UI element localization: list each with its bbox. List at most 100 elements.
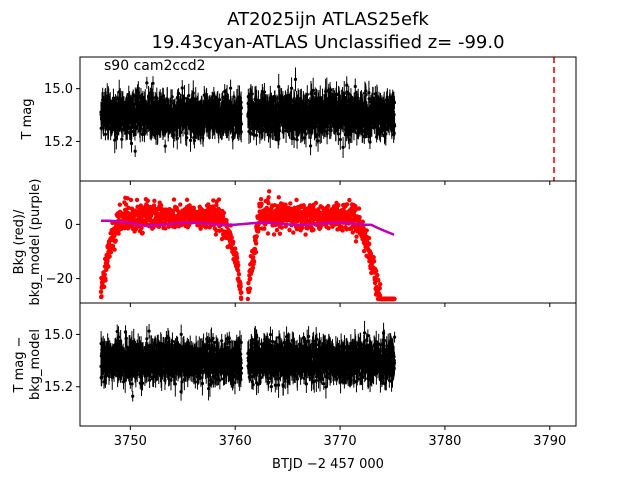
data-point — [185, 136, 189, 140]
data-point — [239, 106, 243, 110]
data-point — [139, 225, 144, 231]
data-point — [110, 243, 116, 248]
data-point — [229, 86, 233, 90]
data-point — [116, 231, 121, 236]
data-point — [155, 96, 159, 100]
data-point — [305, 92, 309, 97]
data-point — [384, 126, 388, 131]
data-point — [328, 88, 332, 92]
data-point — [392, 124, 397, 128]
data-point — [182, 96, 187, 100]
data-point — [239, 122, 244, 126]
data-point — [102, 272, 107, 277]
series-t-mag — [99, 67, 397, 158]
data-point — [170, 95, 174, 99]
y-axis-label: T mag — [20, 99, 35, 141]
data-point — [392, 113, 396, 117]
data-point — [179, 130, 183, 134]
data-point — [123, 202, 129, 207]
data-point — [370, 125, 374, 130]
data-point — [152, 198, 157, 204]
data-point — [128, 197, 134, 203]
data-point — [353, 84, 357, 89]
data-point — [163, 226, 168, 231]
panel-data-bkg — [98, 189, 397, 302]
data-point — [103, 132, 108, 136]
data-point — [134, 197, 140, 203]
data-point — [178, 202, 183, 207]
data-point — [126, 205, 131, 211]
data-point — [217, 98, 222, 102]
chart-title-line2: 19.43cyan-ATLAS Unclassified z= -99.0 — [151, 32, 505, 53]
data-point — [98, 289, 104, 295]
data-point — [338, 137, 342, 142]
panel-tmag: 15.0 15.2 T mag s90 cam2ccd2 — [20, 56, 577, 185]
data-point — [125, 196, 130, 201]
series-bkg — [98, 189, 397, 302]
data-point — [104, 267, 109, 273]
data-point — [308, 144, 313, 148]
data-point — [277, 84, 281, 89]
data-point — [137, 94, 141, 98]
data-point — [113, 238, 118, 243]
y-tick-label: 15.2 — [44, 135, 73, 150]
data-point — [293, 77, 298, 81]
data-point — [151, 81, 155, 85]
data-point — [145, 81, 149, 85]
data-point — [112, 247, 117, 252]
data-point — [248, 131, 253, 135]
data-point — [158, 203, 164, 208]
data-point — [392, 100, 397, 105]
data-point — [131, 129, 136, 134]
data-point — [133, 149, 137, 153]
panel-annotation: s90 cam2ccd2 — [104, 58, 206, 74]
data-point — [292, 137, 296, 141]
y-tick-label: 15.0 — [44, 82, 73, 97]
data-point — [311, 88, 315, 92]
data-point — [145, 198, 150, 203]
data-point — [367, 97, 371, 101]
data-point — [115, 131, 120, 136]
data-point — [171, 197, 177, 202]
data-point — [277, 136, 281, 141]
data-point — [329, 128, 333, 133]
data-point — [192, 138, 197, 143]
data-point — [107, 254, 112, 259]
data-point — [103, 278, 108, 283]
data-point — [176, 91, 181, 96]
data-point — [140, 230, 145, 235]
data-point — [175, 136, 179, 140]
data-point — [184, 197, 190, 203]
data-point — [108, 249, 114, 255]
data-point — [163, 144, 167, 148]
data-point — [347, 138, 351, 142]
data-point — [180, 86, 184, 90]
data-point — [129, 141, 134, 146]
data-point — [254, 133, 259, 137]
data-point — [250, 92, 254, 96]
panel-data-tmag — [99, 67, 397, 158]
data-point — [364, 93, 368, 97]
data-point — [336, 132, 340, 136]
data-point — [303, 136, 307, 140]
data-point — [120, 137, 124, 141]
data-point — [262, 90, 267, 94]
data-point — [324, 129, 328, 133]
data-point — [117, 202, 123, 207]
data-point — [99, 294, 104, 299]
data-point — [106, 264, 111, 269]
chart-title-line1: AT2025ijn ATLAS25efk — [227, 9, 429, 30]
data-point — [341, 145, 345, 149]
data-point — [295, 138, 299, 142]
data-point — [304, 132, 308, 136]
data-point — [289, 86, 294, 90]
data-point — [316, 139, 320, 143]
data-point — [361, 129, 365, 133]
data-point — [101, 284, 107, 290]
data-point — [187, 93, 191, 98]
data-point — [191, 205, 197, 211]
data-point — [188, 138, 193, 142]
